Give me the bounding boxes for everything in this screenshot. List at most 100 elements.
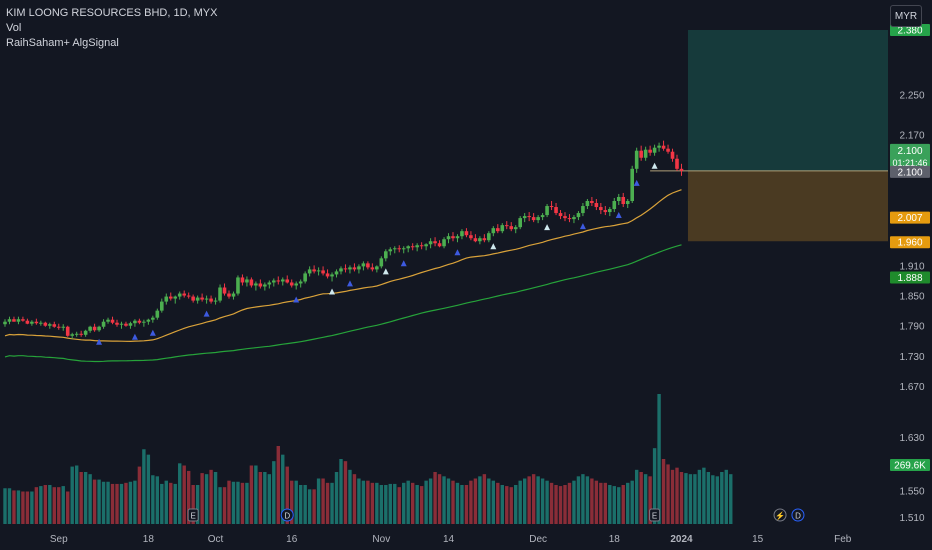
- volume-bar: [469, 480, 473, 524]
- symbol-title[interactable]: KIM LOONG RESOURCES BHD, 1D, MYX: [6, 7, 218, 19]
- price-label-volume: 269.6K: [890, 459, 930, 472]
- candle-body: [482, 238, 487, 241]
- candle-body: [146, 319, 151, 322]
- volume-bar: [267, 474, 272, 524]
- volume-bar: [643, 474, 648, 524]
- volume-bar: [540, 478, 545, 524]
- candle-body: [267, 282, 272, 285]
- volume-bar: [204, 474, 209, 524]
- volume-bar: [348, 469, 352, 524]
- candle-body: [254, 283, 258, 286]
- candle-body: [549, 206, 554, 208]
- buy-signal-marker: [454, 249, 461, 256]
- candle-body: [581, 206, 585, 214]
- volume-bar: [97, 479, 101, 524]
- volume-bar: [496, 482, 500, 524]
- volume-bar: [7, 488, 12, 524]
- candle-body: [339, 268, 343, 272]
- time-axis[interactable]: Sep 18 Oct 16 Nov 14 Dec 18 2024 15 Feb: [50, 534, 852, 545]
- candle-body: [137, 320, 142, 323]
- volume-bar: [585, 476, 590, 524]
- volume-bar: [393, 483, 397, 524]
- volume-bar: [576, 476, 581, 524]
- moving-averages: [4, 189, 682, 363]
- candle-body: [258, 283, 263, 287]
- volume-bar: [303, 485, 307, 524]
- candle-body: [661, 145, 666, 149]
- candle-body: [128, 323, 133, 326]
- volume-bar: [352, 474, 357, 524]
- volume-bar: [30, 491, 34, 524]
- candle-body: [61, 326, 66, 328]
- candle-body: [195, 297, 200, 301]
- candle-body: [56, 326, 61, 328]
- candle-body: [303, 273, 307, 282]
- candle-body: [442, 239, 446, 247]
- volume-legend[interactable]: Vol: [6, 22, 22, 34]
- candle-body: [79, 333, 83, 335]
- candle-body: [249, 279, 254, 286]
- y-tick-label: 1.850: [899, 292, 924, 303]
- candle-body: [608, 209, 612, 213]
- indicator-legend[interactable]: RaihSaham+ AlgSignal: [6, 37, 119, 49]
- volume-bar: [549, 482, 554, 524]
- volume-bar: [124, 482, 128, 524]
- candle-body: [496, 228, 500, 232]
- volume-bar: [245, 482, 249, 524]
- event-marker: D: [791, 508, 805, 522]
- candle-body: [119, 323, 124, 325]
- candle-body: [545, 206, 549, 216]
- candle-body: [451, 236, 455, 239]
- buy-signal-marker: [131, 333, 138, 340]
- volume-bar: [666, 464, 670, 524]
- stop-zone: [687, 170, 888, 242]
- candle-body: [531, 217, 536, 221]
- volume-bar: [675, 467, 679, 524]
- volume-bar: [92, 479, 97, 524]
- candle-body: [133, 320, 137, 324]
- candle-body: [540, 215, 545, 218]
- candle-body: [392, 248, 397, 250]
- candle-body: [312, 269, 316, 272]
- candle-body: [186, 295, 191, 297]
- candle-body: [406, 246, 410, 249]
- candle-body: [652, 147, 657, 153]
- candle-body: [12, 319, 16, 322]
- candle-body: [419, 245, 424, 247]
- volume-bar: [679, 472, 684, 524]
- volume-bar: [151, 475, 155, 524]
- volume-bar: [428, 478, 433, 524]
- event-marker: ⚡: [773, 508, 787, 522]
- candle-body: [567, 218, 572, 220]
- candle-body: [101, 321, 106, 327]
- candle-body: [30, 321, 34, 324]
- volume-bar: [594, 480, 599, 524]
- volume-bar: [52, 487, 56, 524]
- volume-bar: [281, 454, 285, 524]
- candle-body: [513, 227, 518, 230]
- volume-bar: [263, 472, 267, 524]
- volume-bar: [379, 485, 384, 524]
- candle-body: [522, 216, 527, 219]
- candle-body: [616, 196, 621, 201]
- candle-body: [52, 324, 57, 327]
- volume-bar: [137, 466, 142, 524]
- candle-body: [670, 151, 675, 159]
- volume-bar: [545, 480, 549, 524]
- currency-button[interactable]: MYR: [890, 5, 922, 27]
- volume-bar: [61, 486, 65, 524]
- volume-bar: [415, 485, 419, 524]
- candle-body: [222, 287, 227, 294]
- candle-body: [289, 282, 294, 286]
- volume-bar: [119, 483, 124, 524]
- volume-bar: [657, 394, 661, 524]
- candle-body: [536, 217, 540, 221]
- buy-signal-marker: [544, 224, 551, 231]
- volume-bar: [21, 491, 25, 524]
- price-axis[interactable]: 2.250 2.170 1.910 1.850 1.790 1.730 1.670 1.630…: [899, 90, 924, 524]
- volume-bar: [312, 489, 316, 524]
- candle-body: [643, 149, 648, 158]
- volume-bar: [334, 472, 339, 524]
